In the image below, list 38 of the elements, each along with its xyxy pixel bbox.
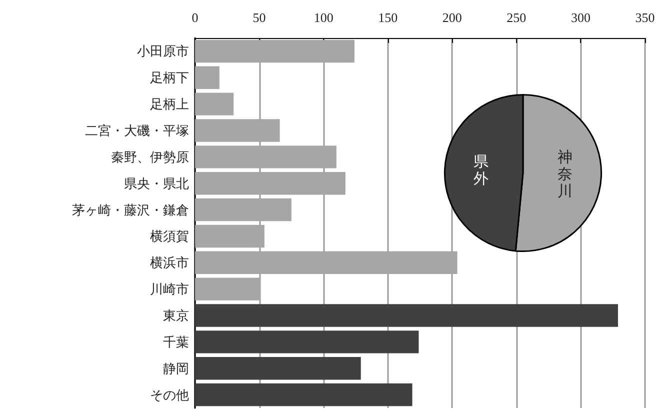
bar xyxy=(195,198,292,222)
bar xyxy=(195,383,412,406)
y-tick-label: 足柄上 xyxy=(150,96,189,112)
bar xyxy=(195,119,280,142)
x-tick-label: 250 xyxy=(506,10,526,25)
bar xyxy=(195,330,419,354)
y-tick-label: 静岡 xyxy=(163,360,189,376)
x-tick-label: 350 xyxy=(635,10,655,25)
y-tick-label: 二宮・大磯・平塚 xyxy=(85,123,189,138)
bar xyxy=(195,304,618,327)
x-tick-label: 100 xyxy=(314,10,334,25)
y-tick-label: 茅ヶ崎・藤沢・鎌倉 xyxy=(72,202,189,218)
bar xyxy=(195,172,346,195)
y-tick-label: 足柄下 xyxy=(150,70,189,86)
x-tick-label: 0 xyxy=(192,10,198,25)
bar xyxy=(195,356,361,380)
x-tick-label: 150 xyxy=(378,10,398,25)
slice-label: 県外 xyxy=(473,154,488,188)
bar xyxy=(195,278,261,300)
x-tick-label: 300 xyxy=(570,10,590,25)
bar xyxy=(195,66,220,90)
bar xyxy=(195,224,264,248)
y-tick-label: 横浜市 xyxy=(150,255,189,270)
y-tick-label: 東京 xyxy=(163,308,189,323)
bar xyxy=(195,92,234,116)
y-tick-label: 県央・県北 xyxy=(124,176,189,191)
bar xyxy=(195,146,336,168)
y-tick-label: 横須賀 xyxy=(150,228,189,244)
y-tick-label: 小田原市 xyxy=(137,44,189,59)
x-tick-label: 200 xyxy=(442,10,462,25)
x-tick-label: 50 xyxy=(252,10,266,25)
y-tick-label: その他 xyxy=(150,387,189,402)
bar xyxy=(195,40,354,63)
y-tick-label: 秦野、伊勢原 xyxy=(111,149,189,164)
y-tick-label: 千葉 xyxy=(163,334,189,350)
slice-label: 神奈川 xyxy=(558,148,573,200)
bar xyxy=(195,251,458,274)
y-tick-label: 川崎市 xyxy=(150,282,189,297)
